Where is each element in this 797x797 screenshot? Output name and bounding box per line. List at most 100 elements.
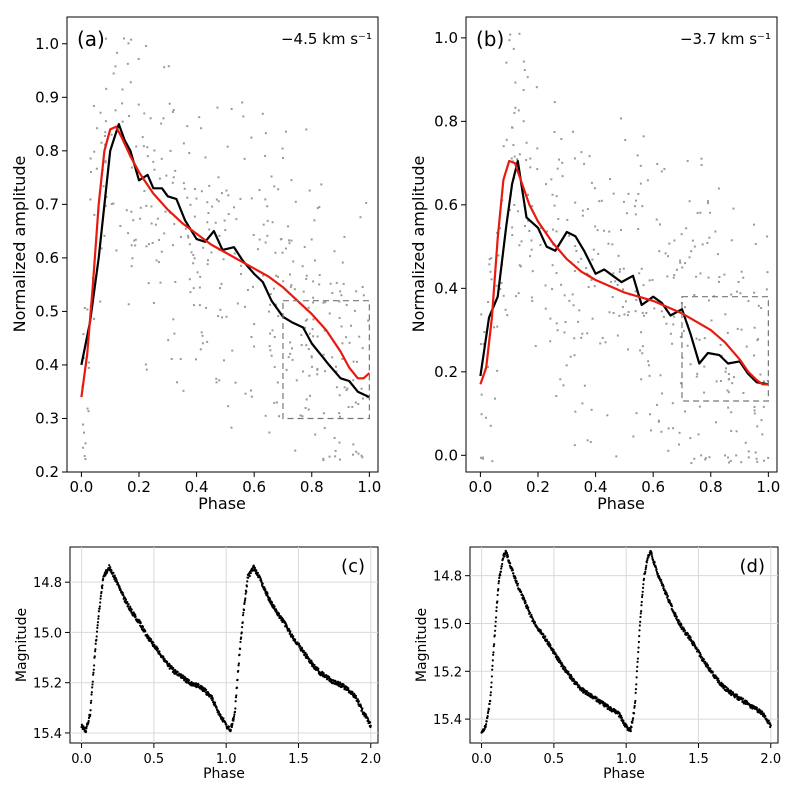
panel-b-bg-point (556, 167, 559, 170)
panel-b-bg-point (508, 208, 511, 211)
panel-a-bg-point (322, 459, 325, 462)
panel-b-bg-point (491, 460, 494, 463)
panel-a-bg-point (199, 348, 202, 351)
panel-c-lc-point (235, 686, 239, 689)
panel-b-bg-point (673, 239, 676, 242)
panel-b-xtick-label: 0.2 (526, 478, 550, 496)
panel-d-lc-point (502, 557, 505, 560)
panel-b-bg-point (756, 460, 759, 463)
panel-b-bg-point (505, 138, 508, 141)
panel-a-bg-point (141, 136, 144, 139)
panel-a-bg-point (195, 197, 198, 200)
panel-c-lc-point (139, 621, 142, 625)
panel-d-lc-point (496, 600, 499, 603)
panel-a-bg-point (281, 147, 284, 150)
panel-d-lc-point (699, 653, 702, 656)
panel-c-lc-point (237, 669, 240, 673)
panel-c-lc-point (289, 630, 292, 633)
panel-b-bg-point (488, 258, 491, 261)
panel-c-lc-point (185, 681, 188, 684)
panel-b-bg-point (482, 343, 485, 346)
panel-c-lc-point (92, 673, 95, 676)
panel-b-bg-point (747, 450, 750, 453)
panel-a-bg-point (240, 264, 243, 267)
panel-a-bg-point (127, 42, 130, 45)
panel-d-lc-point (653, 561, 656, 564)
panel-c-lc-point (256, 571, 259, 575)
panel-b-bg-point (619, 117, 622, 120)
panel-b-bg-point (603, 229, 606, 232)
panel-b-bg-point (690, 462, 693, 465)
panel-a-bg-point (156, 217, 159, 220)
panel-a-bg-point (275, 274, 278, 277)
panel-b-bg-point (522, 60, 525, 63)
panel-c-grid (70, 547, 378, 743)
panel-d-lc-point (639, 612, 642, 615)
panel-b-bg-point (709, 211, 712, 214)
panel-a-bg-point (345, 303, 348, 306)
panel-d-lc-point (717, 679, 721, 683)
panel-a-bg-point (105, 87, 108, 90)
panel-b-bg-point (681, 266, 684, 269)
panel-c-lc-point (122, 594, 125, 597)
panel-b-bg-point (518, 264, 521, 267)
panel-b-bg-point (588, 155, 591, 158)
panel-a-bg-point (179, 358, 182, 361)
panel-b-bg-point (766, 271, 769, 274)
panel-a-bg-point (189, 203, 192, 206)
panel-a-bg-point (103, 234, 106, 237)
panel-b-bg-point (568, 234, 571, 237)
panel-d-ylabel: Magnitude (414, 608, 430, 682)
panel-a-bg-point (206, 340, 209, 343)
panel-a-bg-point (331, 356, 334, 359)
panel-a-bg-point (341, 357, 344, 360)
panel-b-bg-point (599, 342, 602, 345)
panel-c-lc-point (361, 707, 364, 710)
panel-b-bg-point (529, 157, 532, 160)
panel-a-bg-point (264, 414, 267, 417)
panel-b-bg-point (714, 230, 717, 233)
panel-b-bg-point (767, 456, 770, 459)
panel-a-bg-point (204, 156, 207, 159)
panel-b-bg-point (569, 355, 572, 358)
panel-a-bg-point (205, 306, 208, 309)
panel-d-lc-point (497, 587, 500, 591)
panel-a-bg-point (316, 335, 319, 338)
panel-a-bg-point (198, 286, 201, 289)
panel-a-bg-point (345, 389, 348, 392)
panel-b-bg-point (485, 416, 488, 419)
panel-b-xticks: 0.0 0.2 0.4 0.6 0.8 1.0 (468, 472, 780, 496)
panel-a-bg-point (150, 222, 153, 225)
panel-a-bg-point (284, 247, 287, 250)
panel-b-bg-point (508, 39, 511, 42)
panel-b-bg-point (506, 314, 509, 317)
panel-b-bg-point (729, 459, 732, 462)
panel-b-bg-point (627, 192, 630, 195)
panel-a-bg-point (295, 379, 298, 382)
panel-d-lc-point (638, 629, 641, 632)
panel-d-lc-point (553, 650, 556, 653)
panel-a-bg-point (199, 275, 202, 278)
panel-a-bg-point (145, 204, 148, 207)
panel-a-bg-point (182, 142, 185, 145)
panel-b-bg-point (653, 307, 656, 310)
panel-a-bg-point (272, 287, 275, 290)
panel-a-bg-point (338, 412, 341, 415)
panel-b-bg-point (662, 315, 665, 318)
panel-b-bg-point (500, 281, 503, 284)
panel-a-bg-point (167, 65, 170, 68)
panel-a-bg-point (271, 329, 274, 332)
panel-a-bg-point (269, 293, 272, 296)
panel-a-bg-point (172, 109, 175, 112)
panel-d-lc-point (635, 683, 638, 686)
panel-d-lc-point (760, 710, 764, 713)
panel-c-lc-point (144, 630, 147, 633)
panel-a-xtick-label: 0.0 (69, 478, 93, 496)
panel-a-bg-point (146, 146, 149, 149)
panel-b-bg-point (735, 430, 738, 433)
panel-c-lc-point (294, 638, 297, 641)
panel-b-bg-point (614, 280, 617, 283)
panel-a-scatter (81, 37, 370, 462)
panel-d-lc-point (595, 696, 598, 699)
panel-c-lc-point (232, 719, 235, 722)
